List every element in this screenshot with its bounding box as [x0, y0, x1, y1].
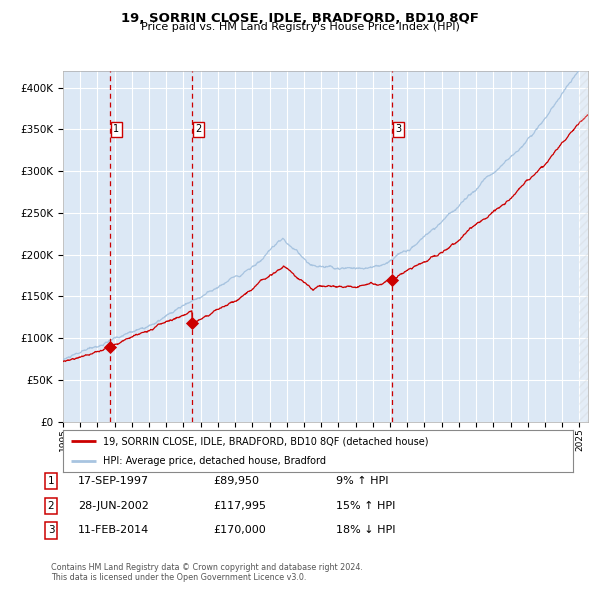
- Text: 2: 2: [196, 124, 202, 135]
- Text: 11-FEB-2014: 11-FEB-2014: [78, 526, 149, 535]
- Point: [388, 275, 397, 284]
- Text: 19, SORRIN CLOSE, IDLE, BRADFORD, BD10 8QF: 19, SORRIN CLOSE, IDLE, BRADFORD, BD10 8…: [121, 12, 479, 25]
- Text: 18% ↓ HPI: 18% ↓ HPI: [336, 526, 395, 535]
- Point: [105, 342, 115, 352]
- Text: 3: 3: [47, 526, 55, 535]
- Text: 1: 1: [113, 124, 119, 135]
- Text: 15% ↑ HPI: 15% ↑ HPI: [336, 501, 395, 510]
- Text: 9% ↑ HPI: 9% ↑ HPI: [336, 476, 389, 486]
- Text: 17-SEP-1997: 17-SEP-1997: [78, 476, 149, 486]
- Text: 28-JUN-2002: 28-JUN-2002: [78, 501, 149, 510]
- Text: £89,950: £89,950: [213, 476, 259, 486]
- Text: Price paid vs. HM Land Registry's House Price Index (HPI): Price paid vs. HM Land Registry's House …: [140, 22, 460, 32]
- Bar: [580, 71, 588, 422]
- Text: 19, SORRIN CLOSE, IDLE, BRADFORD, BD10 8QF (detached house): 19, SORRIN CLOSE, IDLE, BRADFORD, BD10 8…: [103, 437, 428, 447]
- Text: 2: 2: [47, 501, 55, 510]
- Text: £170,000: £170,000: [213, 526, 266, 535]
- Point: [187, 319, 197, 328]
- Text: 3: 3: [395, 124, 401, 135]
- Text: HPI: Average price, detached house, Bradford: HPI: Average price, detached house, Brad…: [103, 456, 326, 466]
- Text: Contains HM Land Registry data © Crown copyright and database right 2024.
This d: Contains HM Land Registry data © Crown c…: [51, 563, 363, 582]
- Text: 1: 1: [47, 476, 55, 486]
- Text: £117,995: £117,995: [213, 501, 266, 510]
